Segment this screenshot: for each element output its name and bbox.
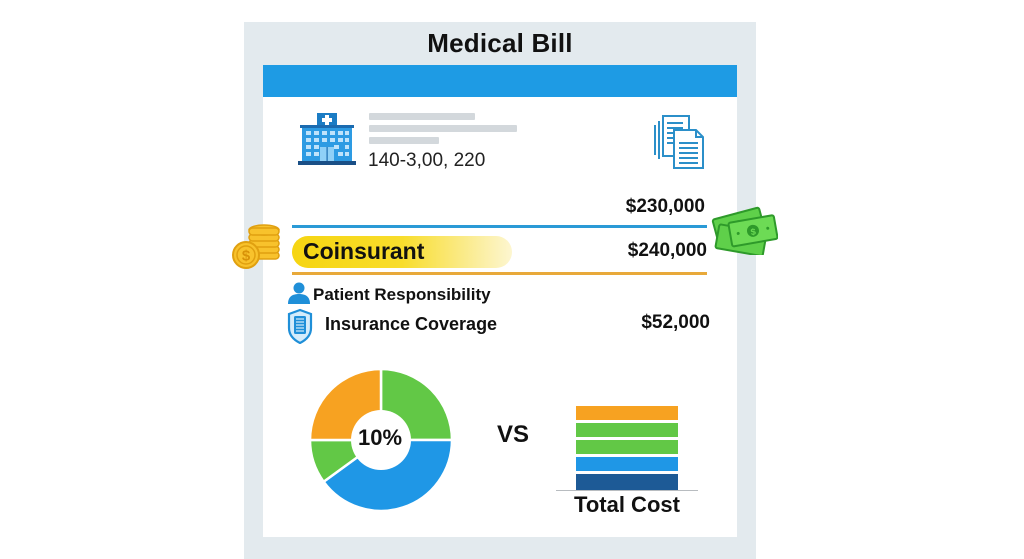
person-icon [287,282,311,304]
amount-coinsurance: $240,000 [627,240,707,261]
bar-segment-green-1 [576,423,678,437]
address-placeholder-line-3 [369,137,439,144]
address-placeholder-line-2 [369,125,517,132]
bar-segment-green-2 [576,440,678,454]
amount-total-charges: $230,000 [625,196,705,217]
divider-orange [292,272,707,275]
patient-responsibility-label: Patient Responsibility [313,285,491,304]
divider-blue [292,225,707,228]
page-title: Medical Bill [427,28,573,58]
header-bar [263,65,737,97]
insurance-coverage-label: Insurance Coverage [325,314,498,334]
money-bills-icon: $ [710,205,779,257]
donut-center-label: 10% [357,425,403,450]
bar-baseline [556,490,698,491]
donut-chart [308,367,454,513]
svg-text:$: $ [242,248,251,265]
total-cost-label: Total Cost [574,492,680,517]
bill-code: 140-3,00, 220 [368,150,486,171]
svg-text:$: $ [750,226,757,237]
bar-segment-orange [576,406,678,420]
coins-icon: $ [231,222,283,270]
bar-segment-blue [576,457,678,471]
documents-icon [652,113,706,171]
shield-icon [287,308,313,345]
coinsurance-label: Coinsurant [303,238,425,264]
coinsurance-highlight [292,236,512,268]
address-placeholder-line-1 [369,113,475,120]
vs-label: VS [497,421,530,448]
bar-segment-dark-blue [576,474,678,490]
amount-insurance-coverage: $52,000 [641,312,710,333]
hospital-icon [298,111,356,167]
